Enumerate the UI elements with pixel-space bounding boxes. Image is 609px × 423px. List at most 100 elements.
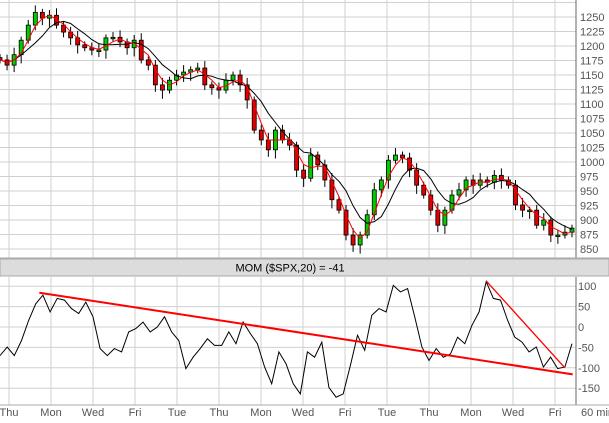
ma-slow-line [0,20,573,230]
mom-tick-label: -100 [578,363,600,375]
candle-up [32,11,38,26]
day-label: Thu [420,407,439,419]
candle-up [131,39,137,49]
candle-down [534,209,540,226]
candle-down [414,169,420,186]
x-axis: Thu Mon Wed Fri Tue Thu Mon Wed Fri Tue Thu Mon Wed F… [0,407,561,419]
price-tick-label: 1200 [580,41,604,53]
day-label: Tue [168,407,187,419]
indicator-header: MOM ($SPX,20) = -41 [235,263,344,275]
price-tick-label: 1175 [580,56,604,68]
price-tick-label: 1050 [580,128,604,140]
candle-up [393,154,398,161]
mom-trendlines [39,280,573,376]
trendline [39,291,573,376]
day-label: Fri [339,407,352,419]
candle-down [350,234,356,246]
price-tick-label: 950 [580,186,598,198]
day-label: Wed [292,407,314,419]
day-label: Mon [40,407,61,419]
day-label: Mon [460,407,481,419]
candle-up [463,179,469,191]
candle-down [435,209,441,226]
candle-up [357,234,363,246]
mom-tick-label: 0 [578,322,584,334]
interval-label: 60 min [581,407,609,419]
mom-tick-label: 100 [578,281,596,293]
candle-down [138,39,144,61]
price-candles [0,5,575,254]
price-tick-label: 1075 [580,114,604,126]
price-tick-label: 925 [580,201,598,213]
candle-up [181,71,187,76]
price-tick-label: 1225 [580,27,604,39]
candle-down [251,99,257,131]
candle-up [96,49,102,52]
candle-up [230,74,236,81]
price-axis: 1250 1225 1200 1175 1150 1125 1100 1075 1050 1025… [0,0,609,259]
price-tick-label: 1250 [580,12,604,24]
candle-up [442,209,448,226]
price-tick-label: 1150 [580,70,604,82]
candle-up [555,234,561,237]
candle-up [174,74,179,81]
candle-down [61,24,66,33]
price-tick-label: 875 [580,230,598,242]
candle-down [294,144,299,171]
candle-down [301,169,307,179]
price-tick-label: 900 [580,215,598,227]
mom-tick-label: 50 [578,302,590,314]
candle-down [498,174,504,181]
day-label: Thu [210,407,229,419]
day-label: Wed [502,407,524,419]
price-tick-label: 1125 [580,85,604,97]
trendline [485,280,566,369]
price-grid [0,0,576,258]
candle-down [421,184,427,196]
candle-up [371,189,377,216]
day-label: Thu [0,407,18,419]
day-label: Tue [378,407,397,419]
candle-down [322,164,328,181]
price-tick-label: 1025 [580,143,604,155]
mom-tick-label: -150 [578,383,600,395]
candle-down [258,129,264,141]
mom-tick-label: -50 [578,342,594,354]
day-label: Fri [549,407,562,419]
candle-down [145,59,151,66]
candle-down [202,67,208,86]
candle-up [456,189,462,196]
candle-down [329,179,335,201]
candle-down [336,199,342,211]
price-tick-label: 1100 [580,99,604,111]
candle-up [378,179,384,191]
candle-down [265,139,271,151]
mom-line [0,280,573,398]
candle-up [110,36,116,40]
candle-down [82,44,88,49]
indicator-header-bar [0,258,609,277]
candle-down [520,204,525,211]
ma-fast-line [0,14,573,240]
candle-down [428,194,434,211]
candle-down [315,154,321,166]
mom-grid [0,277,576,405]
candle-down [160,84,165,91]
candle-down [152,64,158,86]
candle-down [209,84,215,89]
price-tick-label: 1000 [580,157,604,169]
candle-up [385,159,391,181]
candle-up [364,214,370,236]
candle-up [541,219,547,226]
price-tick-label: 850 [580,244,598,256]
day-label: Mon [250,407,271,419]
day-label: Fri [129,407,142,419]
mom-axis: 100 50 0 -50 -100 -150 [0,277,609,406]
candle-down [54,14,59,26]
candle-down [343,209,349,236]
candle-down [39,11,45,19]
price-tick-label: 975 [580,172,598,184]
candle-down [0,57,3,61]
candle-up [103,37,109,51]
